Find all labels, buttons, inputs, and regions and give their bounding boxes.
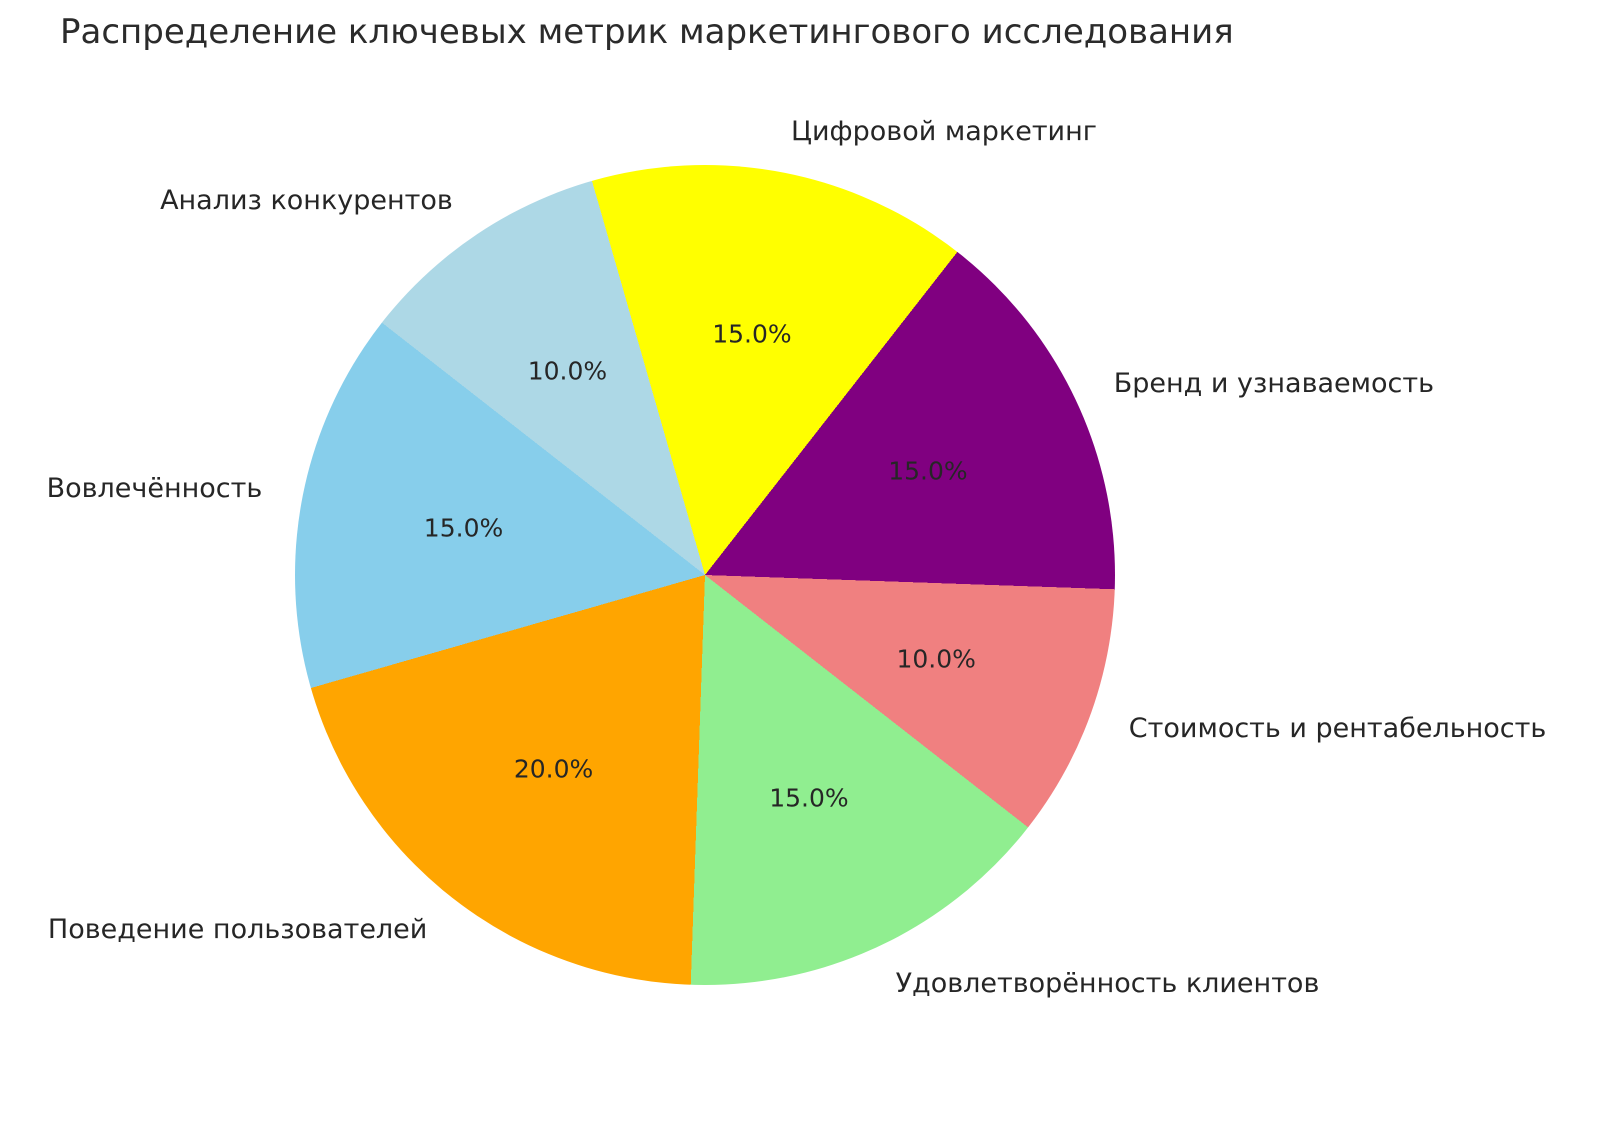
slice-category-label: Цифровой маркетинг [791, 116, 1097, 148]
slice-category-label: Бренд и узнаваемость [1113, 368, 1435, 400]
slice-category-label: Стоимость и рентабельность [1128, 713, 1547, 745]
pie-chart [295, 165, 1115, 985]
slice-category-label: Анализ конкурентов [160, 184, 453, 216]
slice-percent-label: 15.0% [712, 319, 792, 349]
slice-percent-label: 15.0% [769, 783, 849, 813]
slice-category-label: Удовлетворённость клиентов [895, 967, 1320, 999]
chart-title: Распределение ключевых метрик маркетинго… [60, 12, 1234, 52]
slice-category-label: Вовлечённость [46, 472, 263, 504]
slice-percent-label: 15.0% [888, 456, 968, 486]
slice-percent-label: 20.0% [513, 754, 594, 784]
slice-category-label: Поведение пользователей [47, 914, 428, 946]
slice-percent-label: 15.0% [423, 513, 504, 543]
slice-percent-label: 10.0% [527, 356, 608, 386]
slice-percent-label: 10.0% [896, 644, 976, 674]
